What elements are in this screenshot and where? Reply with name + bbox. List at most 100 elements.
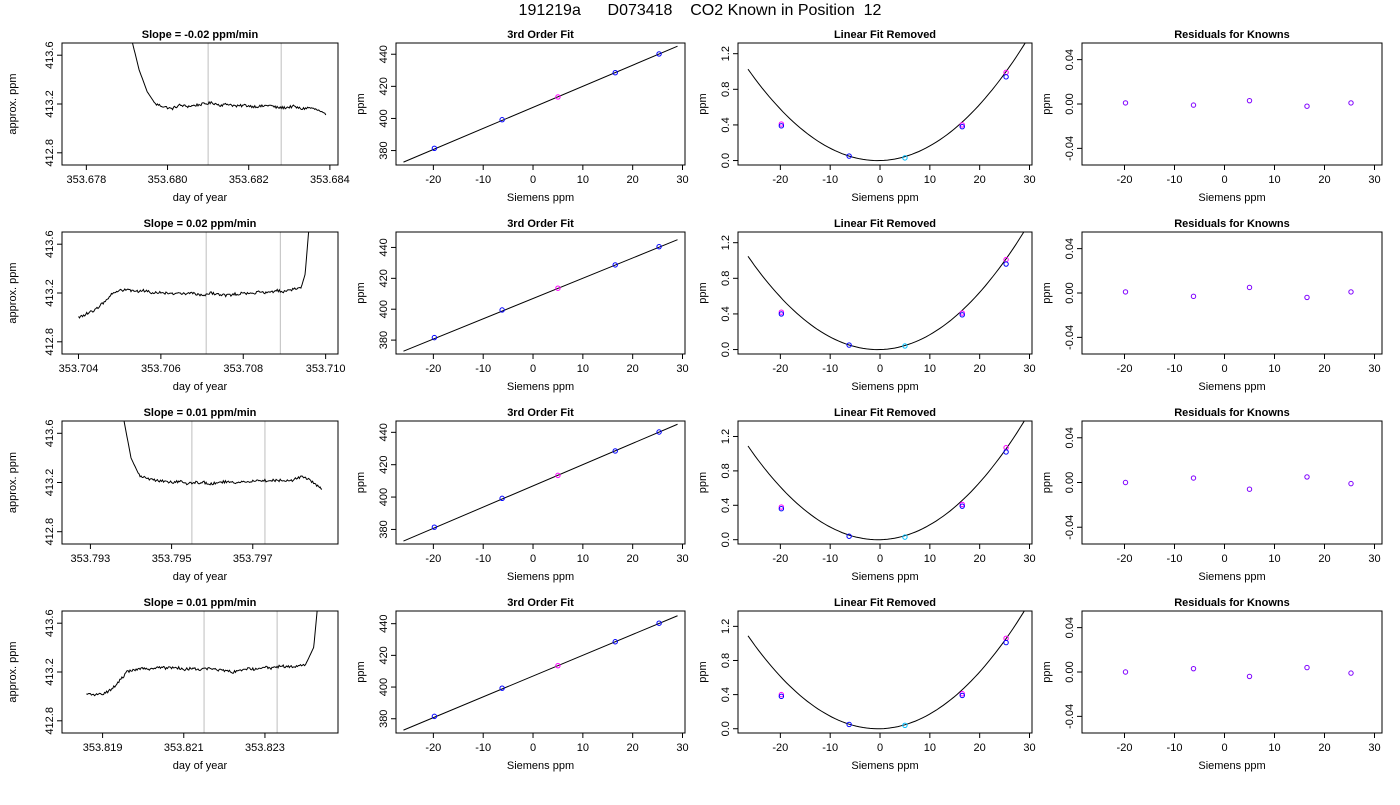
plot-frame — [1081, 610, 1383, 734]
data-point — [846, 342, 852, 348]
x-tick-label: 353.678 — [66, 174, 106, 186]
x-tick-label: -20 — [1117, 742, 1133, 754]
x-tick-label: 30 — [676, 363, 688, 375]
panel-title: Slope = 0.01 ppm/min — [144, 407, 257, 419]
y-tick-label: 413.2 — [44, 90, 56, 118]
x-axis-label: Siemens ppm — [1198, 760, 1265, 772]
y-tick-label: 1.2 — [720, 619, 732, 634]
data-point — [778, 123, 785, 129]
x-tick-label: 10 — [577, 174, 589, 186]
plot-frame — [1081, 420, 1383, 545]
data-point — [1190, 293, 1197, 300]
y-tick-label: 0.4 — [720, 687, 732, 702]
x-axis-label: Siemens ppm — [1198, 571, 1265, 583]
ppm-trace — [86, 611, 318, 697]
x-tick-label: -20 — [772, 363, 788, 375]
panel-4-2: 3rd Order Fit -20 -10 0 10 20 30 380 400 420 440 Si… — [355, 597, 689, 772]
x-tick-label: 0 — [877, 553, 883, 565]
data-point — [1246, 284, 1253, 291]
data-point — [555, 285, 561, 291]
data-point — [656, 429, 662, 435]
panel-2-2: 3rd Order Fit -20 -10 0 10 20 30 380 400 420 440 Si… — [355, 218, 689, 393]
plot-area — [747, 421, 1025, 541]
panel-1-3: Linear Fit Removed -20 -10 0 10 20 30 0.0 0.4 0.8… — [697, 29, 1036, 204]
plot-frame — [395, 610, 686, 734]
x-tick-label: 10 — [577, 742, 589, 754]
data-point — [1246, 97, 1253, 104]
y-axis-label: approx. ppm — [7, 641, 19, 702]
data-point — [1003, 261, 1009, 267]
data-point — [1348, 480, 1354, 487]
y-axis-label: ppm — [355, 472, 367, 493]
y-tick-label: 440 — [378, 423, 390, 441]
x-tick-label: -10 — [475, 363, 491, 375]
y-tick-label: 400 — [378, 488, 390, 506]
y-tick-label: 413.2 — [44, 469, 56, 497]
y-tick-label: -0.04 — [1064, 515, 1076, 540]
data-point — [959, 312, 965, 318]
y-tick-label: 0.04 — [1064, 617, 1076, 638]
x-tick-label: -20 — [425, 553, 441, 565]
plot-area — [1122, 474, 1354, 492]
x-tick-label: 353.680 — [148, 174, 188, 186]
x-tick-label: -20 — [772, 553, 788, 565]
data-point — [1003, 639, 1009, 646]
x-tick-label: 10 — [924, 174, 936, 186]
y-tick-label: 0.0 — [720, 721, 732, 736]
x-axis-label: day of year — [173, 571, 228, 583]
y-tick-label: 0.0 — [720, 153, 732, 168]
panel-2-3: Linear Fit Removed -20 -10 0 10 20 30 0.0 0.4 0.8… — [697, 218, 1036, 393]
x-tick-label: 353.706 — [141, 363, 181, 375]
data-point — [555, 662, 561, 669]
data-point — [499, 307, 505, 313]
data-point — [1122, 289, 1129, 295]
y-tick-label: 1.2 — [720, 46, 732, 61]
x-tick-label: 353.682 — [229, 174, 269, 186]
y-tick-label: 0.4 — [720, 117, 732, 132]
x-tick-label: 0 — [877, 363, 883, 375]
plot-frame — [1081, 231, 1383, 355]
y-tick-label: 412.8 — [44, 328, 56, 356]
plot-area — [131, 43, 327, 165]
x-tick-label: 30 — [1368, 553, 1380, 565]
x-tick-label: -20 — [425, 742, 441, 754]
x-tick-label: 353.819 — [83, 742, 123, 754]
fit-curve — [747, 421, 1025, 541]
x-axis-label: Siemens ppm — [851, 571, 918, 583]
data-point — [1190, 665, 1197, 672]
data-point — [612, 448, 618, 454]
panel-2-4: Residuals for Knowns -20 -10 0 10 20 30 -0.04 0.… — [1041, 218, 1383, 393]
panel-4-4: Residuals for Knowns -20 -10 0 10 20 30 -0.04 0.… — [1041, 597, 1383, 772]
data-point — [499, 685, 505, 691]
data-point — [555, 94, 561, 100]
plot-area — [403, 423, 678, 542]
x-axis-label: Siemens ppm — [1198, 192, 1265, 204]
data-point — [431, 334, 438, 341]
y-tick-label: -0.04 — [1064, 136, 1076, 161]
data-point — [1246, 486, 1253, 492]
data-point — [1122, 100, 1129, 106]
data-point — [902, 155, 908, 161]
x-axis-label: Siemens ppm — [507, 192, 574, 204]
x-tick-label: 353.823 — [245, 742, 285, 754]
x-tick-label: -10 — [822, 363, 838, 375]
x-tick-label: 20 — [1318, 174, 1330, 186]
plot-area — [78, 232, 310, 354]
data-point — [1348, 289, 1354, 295]
y-tick-label: 1.2 — [720, 429, 732, 444]
x-tick-label: 0 — [530, 174, 536, 186]
y-tick-label: -0.04 — [1064, 704, 1076, 729]
x-tick-label: 0 — [530, 742, 536, 754]
x-tick-label: -20 — [425, 174, 441, 186]
plot-frame — [737, 42, 1033, 166]
plot-frame — [61, 42, 339, 166]
plot-area — [747, 43, 1026, 162]
x-tick-label: 0 — [1221, 553, 1227, 565]
data-point — [1190, 102, 1197, 108]
y-tick-label: 400 — [378, 109, 390, 127]
y-axis-label: approx. ppm — [7, 73, 19, 134]
x-tick-label: 30 — [1023, 553, 1035, 565]
x-tick-label: 10 — [1268, 742, 1280, 754]
data-point — [959, 501, 965, 508]
